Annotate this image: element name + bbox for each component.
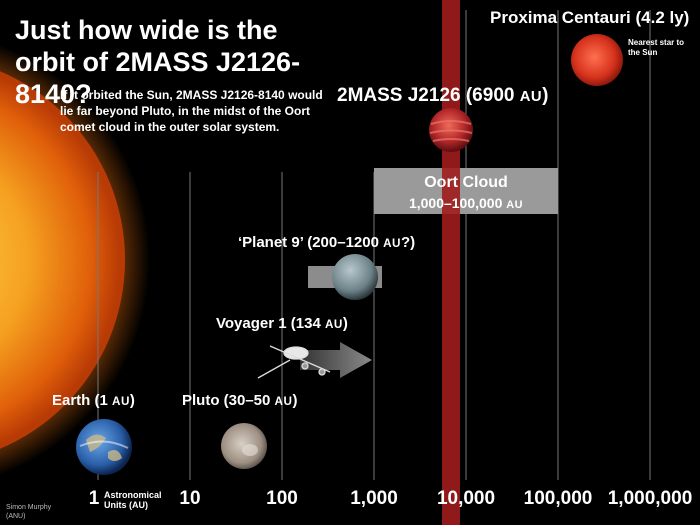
tick-label-100000: 100,000 <box>523 488 593 509</box>
planet9-label: ‘Planet 9’ (200–1200 AU?) <box>238 234 416 251</box>
earth-illustration <box>76 419 132 475</box>
pluto-label: Pluto (30–50 AU) <box>182 392 298 409</box>
oort-cloud-range: 1,000–100,000 AU <box>408 195 524 211</box>
tick-label-100: 100 <box>266 488 298 509</box>
oort-cloud-box <box>374 168 558 214</box>
intro-text: If it orbited the Sun, 2MASS J2126-8140 … <box>60 88 323 134</box>
oort-cloud-label: Oort Cloud <box>424 174 508 191</box>
proxima-note: Nearest star to the Sun <box>628 38 685 57</box>
pluto-illustration <box>221 423 267 469</box>
axis-unit-label: Astronomical Units (AU) <box>104 490 162 510</box>
tick-label-10: 10 <box>179 488 201 509</box>
tick-label-1000: 1,000 <box>350 488 398 509</box>
tick-label-1: 1 <box>88 488 100 509</box>
voyager-spacecraft-icon <box>257 345 331 379</box>
highlight-band <box>442 0 460 525</box>
tick-label-1000000: 1,000,000 <box>607 488 693 509</box>
voyager-label: Voyager 1 (134 AU) <box>216 315 348 332</box>
voyager-direction-arrow <box>300 342 372 378</box>
proxima-centauri-illustration <box>571 34 623 86</box>
earth-label: Earth (1 AU) <box>52 392 135 409</box>
planet9-illustration <box>332 254 378 300</box>
tick-label-10000: 10,000 <box>436 488 496 509</box>
proxima-label: Proxima Centauri (4.2 ly) <box>490 8 690 27</box>
credit-text: Simon Murphy (ANU) <box>6 504 52 520</box>
2mass-label: 2MASS J2126 (6900 AU) <box>337 85 549 106</box>
page-title: Just how wide is the orbit of 2MASS J212… <box>15 15 301 109</box>
